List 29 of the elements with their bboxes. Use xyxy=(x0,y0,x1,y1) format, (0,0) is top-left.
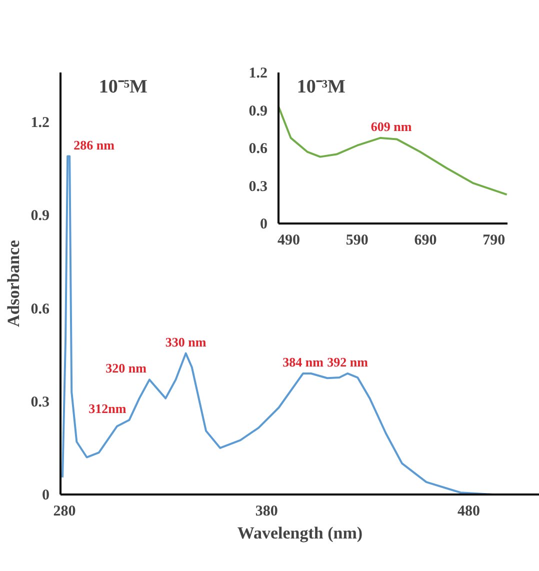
x-tick-label: 280 xyxy=(53,504,76,520)
y-tick-label: 0.3 xyxy=(30,394,50,410)
x-tick-label: 480 xyxy=(458,504,480,520)
chart-title: 10⁻⁵M xyxy=(98,76,148,98)
annotation: 392 nm xyxy=(327,354,368,370)
x-tick-label: 590 xyxy=(346,232,368,248)
y-tick-label: 0.3 xyxy=(248,178,268,195)
y-tick-label: 1.2 xyxy=(248,66,268,82)
annotation: 609 nm xyxy=(370,118,412,134)
y-tick-label: 0 xyxy=(260,216,268,232)
y-tick-label: 0.6 xyxy=(248,141,268,157)
x-tick-label: 380 xyxy=(255,504,278,520)
y-tick-label: 0.6 xyxy=(30,301,50,318)
x-tick-label: 490 xyxy=(278,232,300,248)
y-tick-label: 0.9 xyxy=(248,103,268,120)
y-axis-title: Adsorbance xyxy=(4,240,23,327)
chart-title: 10⁻³M xyxy=(296,76,346,98)
annotation: 384 nm xyxy=(282,354,324,370)
annotation: 286 nm xyxy=(74,137,115,152)
y-tick-label: 0.9 xyxy=(30,208,50,224)
annotation: 320 nm xyxy=(106,360,147,376)
x-axis-title: Wavelength (nm) xyxy=(237,524,363,542)
line-series xyxy=(278,105,508,196)
y-tick-label: 1.2 xyxy=(30,115,50,132)
x-tick-label: 690 xyxy=(414,232,437,248)
annotation: 312nm xyxy=(88,401,126,416)
y-tick-label: 0 xyxy=(42,488,50,504)
annotation: 330 nm xyxy=(165,334,206,350)
x-tick-label: 790 xyxy=(482,232,506,248)
